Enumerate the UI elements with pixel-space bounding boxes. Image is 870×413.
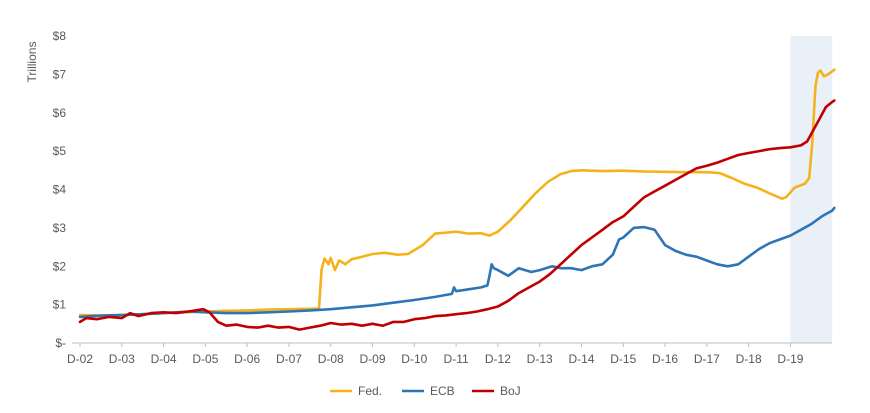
legend-label: BoJ xyxy=(500,384,521,398)
x-tick-label: D-19 xyxy=(777,352,803,366)
y-tick-label: $5 xyxy=(53,144,67,158)
x-tick-label: D-17 xyxy=(694,352,720,366)
series-line-fed xyxy=(78,68,836,317)
legend-label: Fed. xyxy=(358,384,382,398)
legend: Fed. ECB BoJ xyxy=(330,384,521,398)
y-axis-title: Trillions xyxy=(25,42,39,83)
x-tick-label: D-11 xyxy=(444,352,469,366)
x-tick-label: D-02 xyxy=(67,352,93,366)
y-axis-ticks: $- $1 $2 $3 $4 $5 $6 $7 $8 xyxy=(53,29,67,350)
x-tick-label: D-16 xyxy=(652,352,678,366)
x-tick-label: D-07 xyxy=(276,352,302,366)
x-tick-label: D-15 xyxy=(610,352,636,366)
series-line-boj xyxy=(78,99,836,331)
y-tick-label: $- xyxy=(55,336,66,350)
x-tick-label: D-05 xyxy=(192,352,218,366)
y-tick-label: $8 xyxy=(53,29,67,43)
y-tick-label: $3 xyxy=(53,221,67,235)
y-tick-label: $4 xyxy=(53,183,67,197)
x-tick-label: D-10 xyxy=(401,352,427,366)
y-tick-label: $6 xyxy=(53,106,67,120)
x-tick-label: D-13 xyxy=(527,352,553,366)
x-tick-label: D-18 xyxy=(736,352,762,366)
x-tick-label: D-12 xyxy=(485,352,511,366)
legend-label: ECB xyxy=(430,384,455,398)
highlight-band-layer xyxy=(790,36,833,343)
x-axis-ticks: D-02 D-03 D-04 D-05 D-06 D-07 D-08 D-09 D-10 D-11… xyxy=(67,343,804,366)
x-tick-label: D-08 xyxy=(318,352,344,366)
y-tick-label: $2 xyxy=(53,259,67,273)
x-tick-label: D-14 xyxy=(568,352,594,366)
series-layer xyxy=(78,68,836,331)
highlight-band xyxy=(790,36,833,343)
y-tick-label: $1 xyxy=(53,298,67,312)
x-tick-label: D-06 xyxy=(234,352,260,366)
y-tick-label: $7 xyxy=(53,67,67,81)
x-tick-label: D-03 xyxy=(109,352,135,366)
x-tick-label: D-09 xyxy=(360,352,386,366)
x-tick-label: D-04 xyxy=(151,352,177,366)
series-line-ecb xyxy=(78,206,836,319)
